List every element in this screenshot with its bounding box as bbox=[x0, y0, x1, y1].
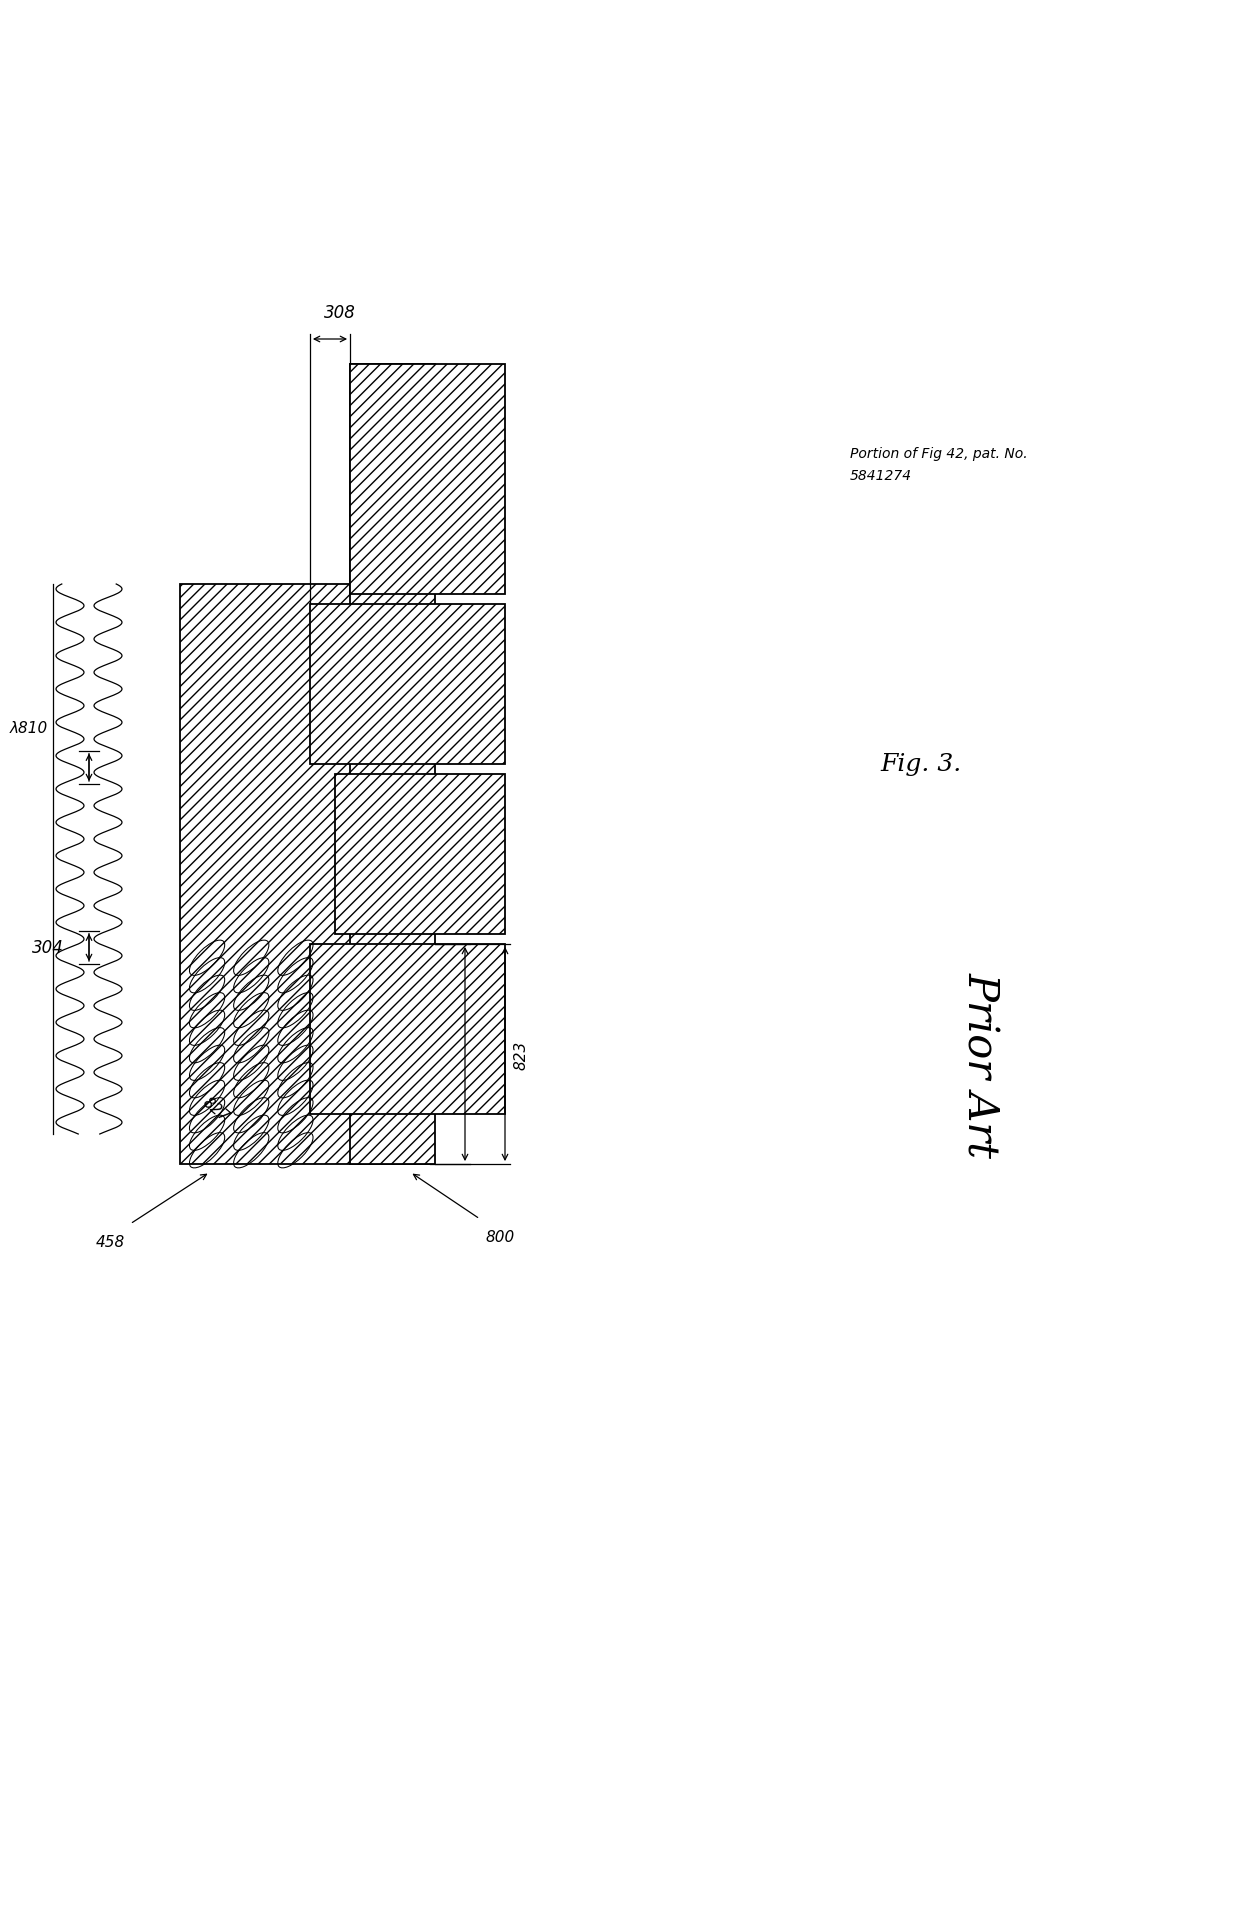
Text: 800: 800 bbox=[485, 1229, 515, 1244]
Text: 823: 823 bbox=[513, 1039, 528, 1070]
Text: Portion of Fig 42, pat. No.
5841274: Portion of Fig 42, pat. No. 5841274 bbox=[849, 446, 1028, 482]
Bar bbox=[180, 584, 430, 1164]
Bar bbox=[335, 775, 505, 934]
Text: 821: 821 bbox=[472, 1039, 487, 1070]
Bar bbox=[310, 944, 505, 1114]
Text: 304: 304 bbox=[32, 940, 64, 957]
Text: 827: 827 bbox=[200, 1095, 232, 1124]
Bar bbox=[350, 366, 505, 595]
Text: Fig. 3.: Fig. 3. bbox=[880, 752, 961, 775]
Bar bbox=[310, 605, 505, 764]
Text: Prior Art: Prior Art bbox=[959, 972, 1001, 1158]
Text: 458: 458 bbox=[95, 1235, 125, 1250]
Bar bbox=[350, 366, 435, 1164]
Text: 308: 308 bbox=[324, 304, 356, 322]
Text: λ810: λ810 bbox=[10, 720, 48, 735]
